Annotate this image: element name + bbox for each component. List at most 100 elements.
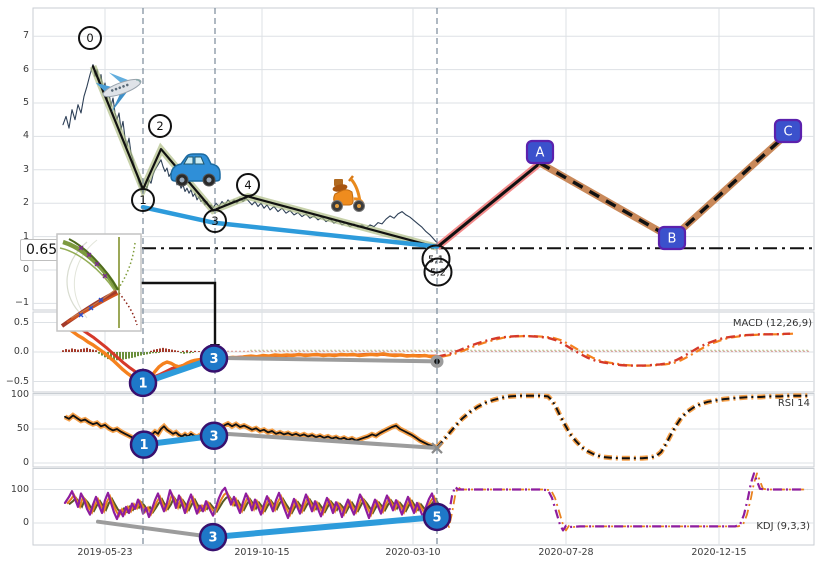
macd-forecast-red — [436, 332, 791, 367]
kdj-signal-circle-label: 3 — [208, 531, 217, 546]
macd-hist-up-1-bar — [95, 350, 97, 352]
kdj-signal-circle-3 — [198, 522, 228, 552]
macd-hist-up-1-bar — [83, 348, 85, 352]
macd-hist-down-1-bar — [122, 352, 124, 360]
kdj-forecast-orange — [442, 472, 808, 532]
macd-hist-up-2-bar — [168, 349, 170, 352]
price — [62, 64, 443, 246]
macd-hist-up-1-bar — [71, 348, 73, 352]
macd-hist-up-2-bar — [162, 347, 164, 352]
kdj-d — [68, 494, 448, 516]
macd-hist-down-1-bar — [98, 352, 100, 354]
macd-hist-down-2-bar — [189, 352, 191, 354]
macd-hist-up-3-bar — [198, 351, 200, 352]
rsi-gray-trend — [213, 431, 439, 450]
macd-hist-up-2-bar — [174, 350, 176, 352]
inset-connector-line — [140, 281, 217, 344]
forecast-square-label: A — [536, 146, 545, 161]
macd-hist-down-1-bar — [125, 352, 127, 360]
macd-hist-up-1-bar — [86, 347, 88, 352]
macd-hist-down-1-bar — [152, 352, 154, 354]
wave-circle-0 — [78, 26, 102, 50]
kdj-signal-circle-label: 5 — [432, 510, 441, 525]
macd-hist-up-2-bar — [159, 348, 161, 352]
wave-circle-5,1 — [421, 244, 451, 274]
rsi-panel-border — [32, 393, 815, 468]
macd-hist-down-2-bar — [183, 352, 185, 354]
macd-hist-down-2-bar — [192, 352, 194, 353]
kdj-k — [66, 490, 446, 518]
kdj-panel-border — [32, 468, 815, 546]
macd-hist-up-3-bar — [182, 350, 184, 352]
wave-circle-label: 5,2 — [430, 268, 446, 279]
macd-hist-down-1-bar — [140, 352, 142, 356]
macd-hist-up-2-bar — [177, 350, 179, 352]
macd-hist-up-1-bar — [68, 349, 70, 352]
macd-hist-down-1-bar — [134, 352, 136, 358]
macd-signal-circle-label: 1 — [138, 376, 147, 391]
forecast-ABC — [539, 131, 790, 240]
forecast-square-C — [773, 118, 803, 144]
macd-hist-up-2-bar — [165, 348, 167, 352]
kdj-forecast-purple — [438, 472, 805, 532]
macd-hist-down-1-bar — [158, 352, 160, 353]
macd-hist-up-1-bar — [74, 349, 76, 352]
rsi-line — [64, 414, 438, 449]
macd-hist-down-1-bar — [119, 352, 121, 361]
macd-hist-up-1-bar — [80, 349, 82, 352]
kdj-panel-label: KDJ (9,3,3) — [756, 521, 810, 532]
main-blue-trend — [140, 204, 440, 249]
wave-circle-label: 5,1 — [428, 255, 444, 266]
wave-circle-1 — [131, 188, 155, 212]
macd-hist-up-1-bar — [89, 349, 91, 352]
macd-gray-trend — [214, 355, 439, 364]
macd-hist-up-2-bar — [156, 349, 158, 352]
rsi-signal-circle-label: 3 — [209, 429, 218, 444]
macd-hist-up-3-bar — [190, 350, 192, 352]
kdj-gray-trend — [96, 519, 215, 540]
macd-hist-up-3-bar — [194, 350, 196, 352]
main-panel-border — [32, 7, 815, 311]
forecast-square-label: C — [783, 125, 792, 140]
rsi-signal-circle-1 — [129, 430, 159, 459]
macd-hist-down-1-bar — [110, 352, 112, 361]
kdj-blue-segment — [210, 514, 440, 541]
wave-circle-label: 1 — [139, 193, 146, 207]
wave-circle-label: 3 — [211, 214, 218, 228]
macd-signal-circle-label: 3 — [209, 352, 218, 367]
macd-hist-up-1-bar — [77, 349, 79, 352]
macd-hist-down-2-bar — [186, 352, 188, 354]
threshold-value-label: 0.65 — [20, 239, 69, 261]
macd-hist-down-1-bar — [137, 352, 139, 357]
macd-hist-up-1-bar — [62, 350, 64, 352]
macd-hist-down-1-bar — [128, 352, 130, 359]
macd-hist-up-3-bar — [186, 350, 188, 352]
macd-signal-circle-1 — [128, 368, 158, 398]
wave-circle-3 — [203, 209, 227, 233]
rsi-forecast — [436, 394, 810, 460]
macd-hist-down-1-bar — [149, 352, 151, 354]
macd-hist-down-1-bar — [101, 352, 103, 356]
rsi-panel-label: RSI 14 — [777, 398, 810, 409]
macd-hist-down-1-bar — [131, 352, 133, 358]
macd-hist-up-2-bar — [171, 349, 173, 352]
macd-hist-down-1-bar — [146, 352, 148, 355]
wave-circle-2 — [148, 114, 172, 138]
macd-panel-label: MACD (12,26,9) — [732, 318, 812, 329]
wave-circle-5,2 — [423, 257, 453, 287]
macd-signal-circle-3 — [199, 344, 229, 373]
forecast-5A — [435, 161, 542, 249]
wave-circle-label: 2 — [156, 119, 163, 133]
wave-circle-label: 0 — [86, 31, 93, 45]
macd-hist-down-1-bar — [143, 352, 145, 355]
macd-hist-down-2-bar — [180, 352, 182, 354]
macd-hist-down-1-bar — [155, 352, 157, 354]
rsi-signal-circle-label: 1 — [139, 438, 148, 453]
forecast-square-A — [525, 139, 555, 165]
rsi-forecast-glow — [435, 393, 810, 461]
kdj-j — [63, 486, 445, 521]
kdj-signal-circle-5 — [422, 502, 452, 532]
wave-circle-label: 4 — [244, 178, 251, 192]
forecast-square-label: B — [668, 232, 677, 247]
